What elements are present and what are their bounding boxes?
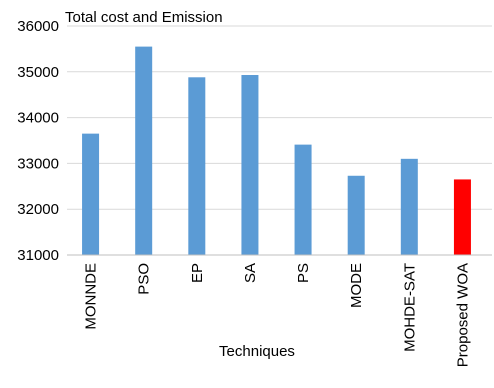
x-tick-label: PSO bbox=[136, 263, 153, 295]
y-tick-label: 31000 bbox=[17, 247, 59, 264]
x-tick-label: EP bbox=[189, 263, 206, 283]
chart-title: Total cost and Emission bbox=[65, 9, 223, 26]
y-tick-label: 34000 bbox=[17, 110, 59, 127]
x-tick-label: SA bbox=[242, 263, 259, 283]
bar-proposed-woa bbox=[453, 179, 471, 255]
x-tick-label: PS bbox=[295, 263, 312, 283]
bar-mode bbox=[347, 175, 365, 255]
y-tick-label: 35000 bbox=[17, 64, 59, 81]
x-tick-label: MODE bbox=[348, 263, 365, 308]
bar-ps bbox=[294, 144, 312, 255]
x-axis-ticks: MONNDE PSO EP SA PS MODE MOHDE-SAT Proposed WOA bbox=[83, 263, 472, 367]
bars bbox=[82, 46, 471, 256]
grid bbox=[67, 25, 492, 210]
x-tick-label: Proposed WOA bbox=[454, 263, 471, 367]
x-axis-title: Techniques bbox=[219, 343, 295, 360]
x-tick-label: MOHDE-SAT bbox=[401, 263, 418, 352]
bar-pso bbox=[135, 46, 153, 255]
x-tick-label: MONNDE bbox=[83, 263, 100, 330]
y-axis-ticks: 31000 32000 33000 34000 35000 36000 bbox=[17, 18, 59, 264]
y-tick-label: 32000 bbox=[17, 201, 59, 218]
bar-sa bbox=[241, 75, 259, 255]
y-tick-label: 36000 bbox=[17, 18, 59, 35]
bar-monnde bbox=[82, 133, 100, 255]
bar-mohde-sat bbox=[400, 158, 418, 255]
bar-ep bbox=[188, 77, 206, 256]
y-tick-label: 33000 bbox=[17, 155, 59, 172]
